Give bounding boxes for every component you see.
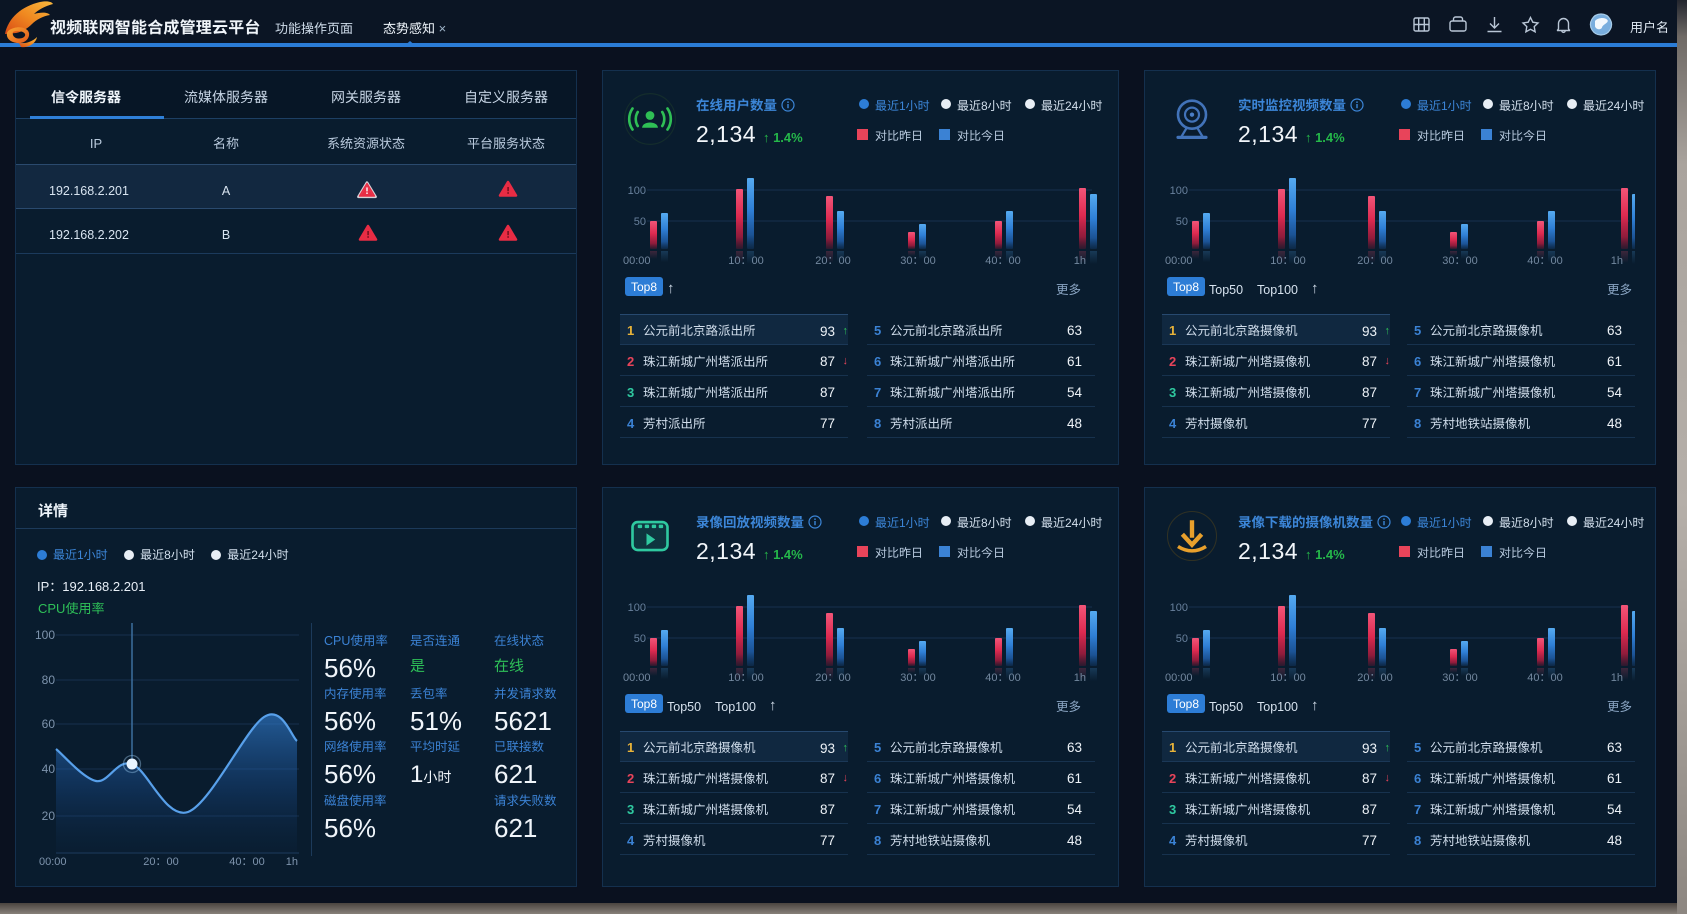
svg-text:1h: 1h: [1074, 669, 1086, 685]
svg-text:40：00: 40：00: [1527, 669, 1562, 685]
svg-text:100: 100: [1170, 599, 1188, 615]
svg-text:20：00: 20：00: [1357, 669, 1392, 685]
svg-text:100: 100: [628, 599, 646, 615]
svg-text:20：00: 20：00: [815, 669, 850, 685]
svg-text:50: 50: [634, 630, 646, 646]
svg-text:00:00: 00:00: [39, 853, 67, 869]
svg-text:10：00: 10：00: [728, 252, 763, 268]
svg-text:00:00: 00:00: [1165, 252, 1193, 268]
svg-text:1h: 1h: [1611, 252, 1623, 268]
svg-text:100: 100: [35, 626, 55, 643]
svg-text:30：00: 30：00: [1442, 669, 1477, 685]
svg-text:20：00: 20：00: [143, 853, 178, 869]
svg-text:20: 20: [42, 807, 56, 824]
svg-text:50: 50: [1176, 630, 1188, 646]
svg-text:60: 60: [42, 715, 56, 732]
svg-text:1h: 1h: [1611, 669, 1623, 685]
svg-text:50: 50: [634, 213, 646, 229]
svg-text:1h: 1h: [286, 853, 298, 869]
svg-text:40：00: 40：00: [1527, 252, 1562, 268]
svg-text:80: 80: [42, 671, 56, 688]
svg-text:10：00: 10：00: [1270, 252, 1305, 268]
svg-text:40：00: 40：00: [229, 853, 264, 869]
svg-text:10：00: 10：00: [728, 669, 763, 685]
svg-text:30：00: 30：00: [1442, 252, 1477, 268]
svg-text:00:00: 00:00: [1165, 669, 1193, 685]
svg-text:20：00: 20：00: [815, 252, 850, 268]
svg-text:100: 100: [628, 182, 646, 198]
svg-text:20：00: 20：00: [1357, 252, 1392, 268]
svg-text:40: 40: [42, 760, 56, 777]
svg-text:50: 50: [1176, 213, 1188, 229]
svg-text:10：00: 10：00: [1270, 669, 1305, 685]
svg-text:100: 100: [1170, 182, 1188, 198]
svg-text:30：00: 30：00: [900, 252, 935, 268]
svg-text:40：00: 40：00: [985, 252, 1020, 268]
svg-text:30：00: 30：00: [900, 669, 935, 685]
svg-text:00:00: 00:00: [623, 669, 651, 685]
svg-text:00:00: 00:00: [623, 252, 651, 268]
svg-text:1h: 1h: [1074, 252, 1086, 268]
svg-text:40：00: 40：00: [985, 669, 1020, 685]
